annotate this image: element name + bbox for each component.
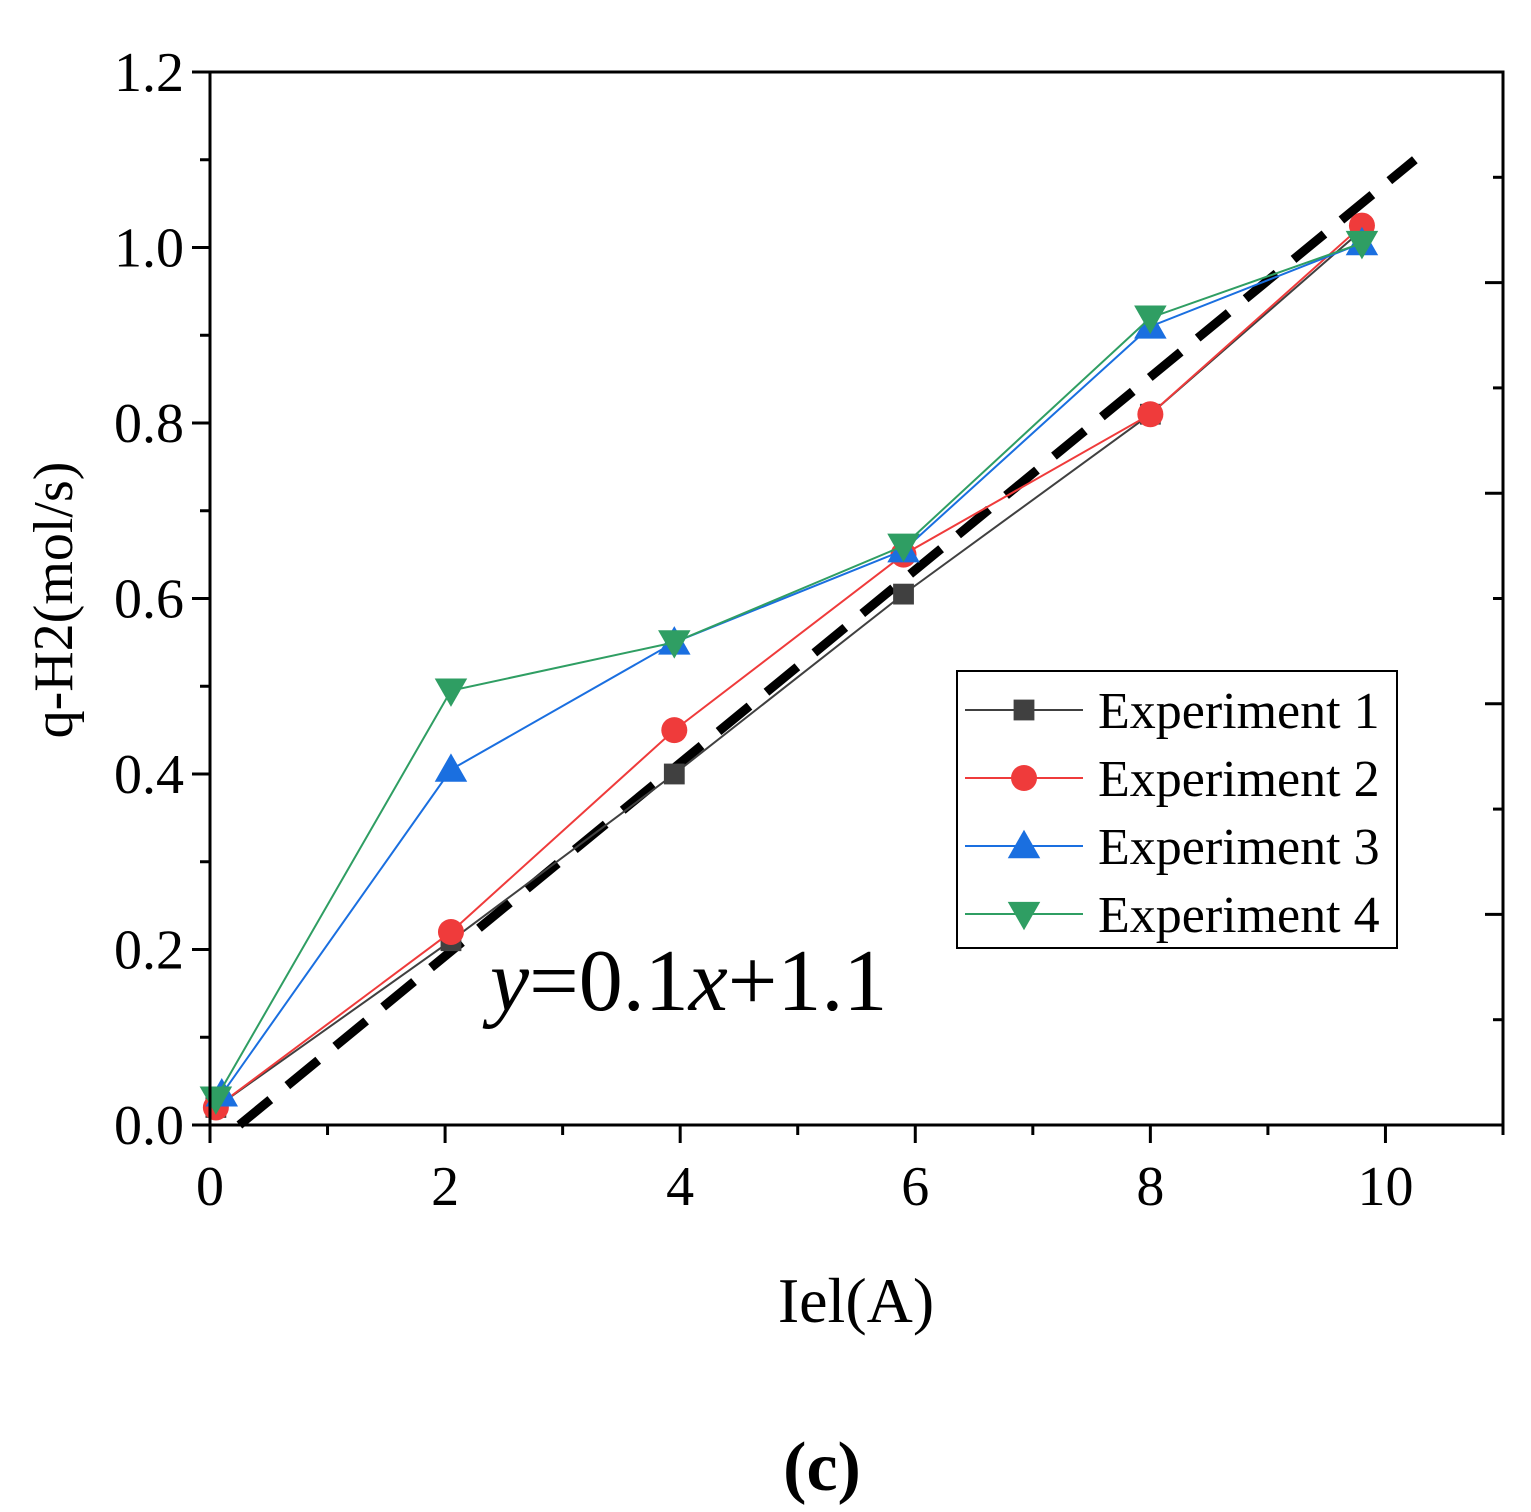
series-4-point-0 (199, 1086, 233, 1115)
series-layer (199, 212, 1379, 1121)
series-4-line (215, 242, 1363, 1100)
series-2-point-1 (437, 918, 464, 945)
plot-frame (208, 70, 1505, 1127)
tick-labels: 0 2 4 6 8 10 0.0 0.2 0.4 0.6 0.8 1.0 1.2 (114, 42, 1413, 1218)
x-tick-label-8: 8 (1136, 1156, 1164, 1218)
panel-label: (c) (783, 1429, 861, 1506)
x-tick-label-10: 10 (1357, 1156, 1413, 1218)
y-axis-label: q-H2(mol/s) (23, 462, 85, 739)
fit-line-layer (236, 156, 1418, 1129)
x-tick-label-2: 2 (431, 1156, 459, 1218)
y-tick-label-0.4: 0.4 (114, 744, 184, 806)
series-1-point-2 (663, 763, 685, 785)
legend-label-4: Experiment 4 (1098, 887, 1380, 944)
x-tick-label-6: 6 (901, 1156, 929, 1218)
series-4-point-5 (1345, 230, 1379, 260)
y-tick-label-0.6: 0.6 (114, 569, 184, 631)
series-3-point-1 (434, 753, 468, 782)
y-tick-label-0.2: 0.2 (114, 920, 184, 982)
fit-line (236, 156, 1418, 1129)
equation-intercept: +1.1 (728, 933, 888, 1030)
legend-label-2: Experiment 2 (1098, 751, 1380, 808)
equation-annotation: y=0.1x+1.1 (482, 933, 887, 1030)
legend-label-1: Experiment 1 (1098, 683, 1380, 740)
series-1-point-3 (893, 583, 914, 605)
series-3-line (220, 242, 1363, 1095)
y-tick-label-0.8: 0.8 (114, 393, 184, 455)
series-4-point-1 (434, 678, 468, 707)
legend-items: Experiment 1 Experiment 2 Experiment 3 Expe… (965, 683, 1380, 944)
series-4-point-3 (887, 533, 920, 563)
legend-label-3: Experiment 3 (1098, 819, 1380, 876)
series-4 (199, 230, 1379, 1115)
series-2-line (215, 224, 1363, 1109)
equation-y: y (482, 933, 530, 1030)
legend-marker-4 (1007, 901, 1041, 931)
series-4-point-4 (1134, 305, 1167, 334)
y-tick-label-1.0: 1.0 (114, 218, 184, 280)
series-2-point-4 (1137, 401, 1164, 428)
x-tick-label-4: 4 (666, 1156, 694, 1218)
x-tick-label-0: 0 (196, 1156, 224, 1218)
legend: Experiment 1 Experiment 2 Experiment 3 Expe… (956, 670, 1398, 949)
legend-marker-3 (1007, 829, 1041, 859)
legend-marker-2 (1011, 765, 1037, 791)
series-2-point-2 (661, 717, 688, 744)
y-tick-label-1.2: 1.2 (114, 42, 184, 104)
equation-x: x (687, 933, 728, 1030)
series-4-point-2 (658, 630, 691, 659)
equation-coef: =0.1 (529, 933, 689, 1030)
x-axis-label: Iel(A) (778, 1265, 934, 1336)
legend-marker-1 (1013, 699, 1035, 721)
y-tick-label-0.0: 0.0 (114, 1095, 184, 1157)
